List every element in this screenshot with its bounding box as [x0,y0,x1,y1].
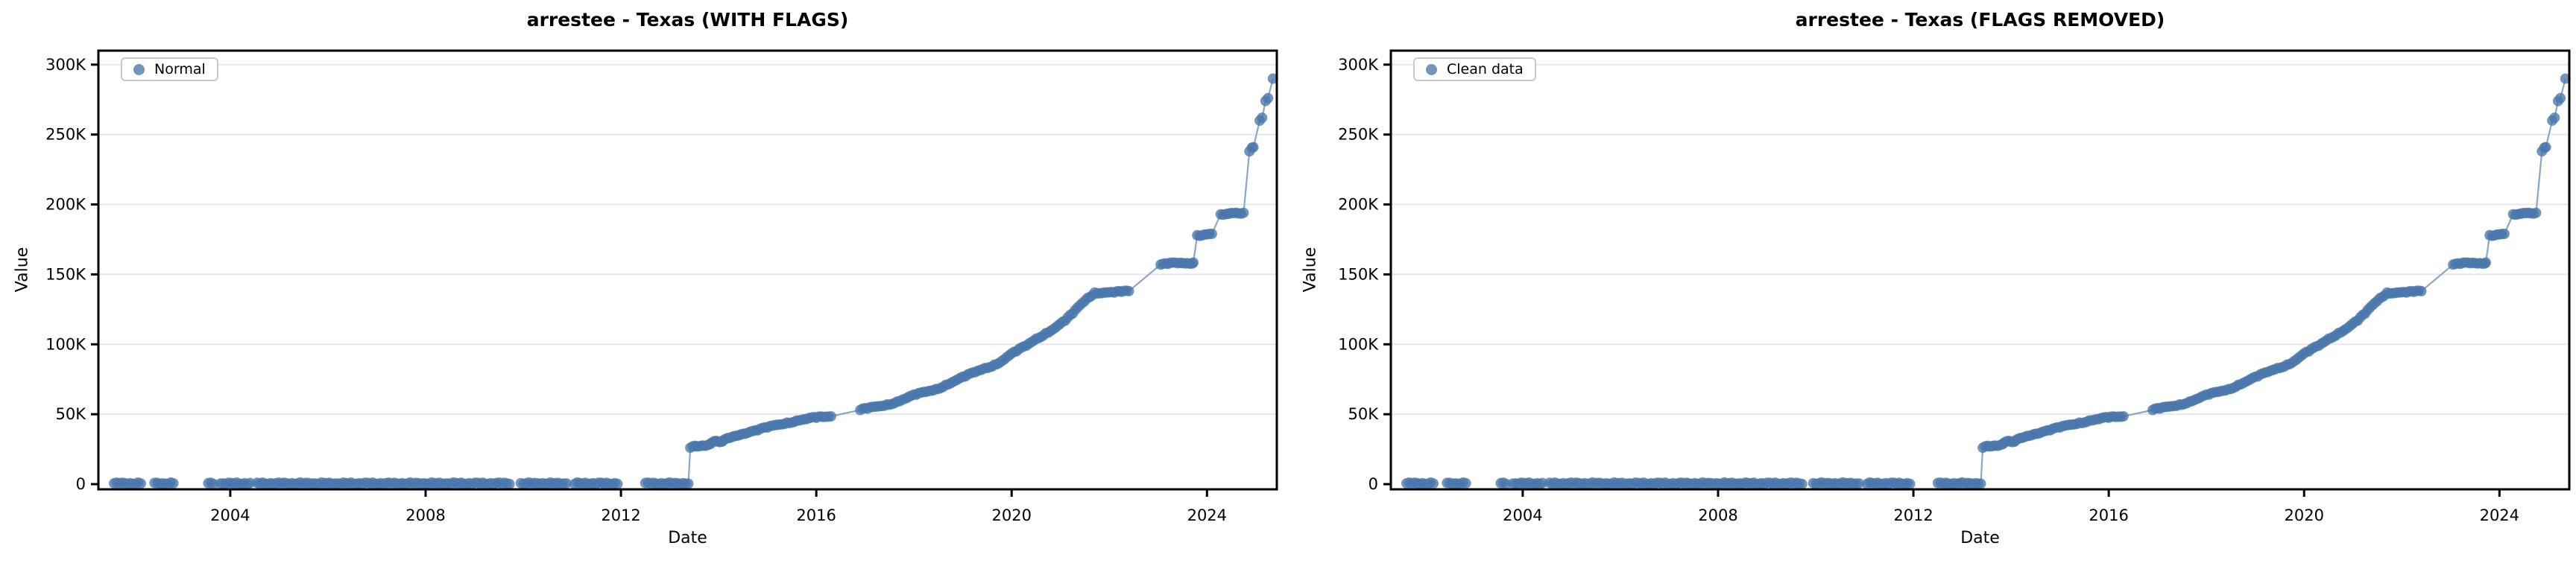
legend-label: Normal [154,61,206,77]
legend: Clean data [1413,57,1536,81]
y-axis-label: Value [13,247,32,293]
svg-text:150K: 150K [45,265,86,283]
svg-text:50K: 50K [56,405,87,423]
plot-area: 0 50K 100K 150K 200K 250K 300K 2004 2008 2012 2016… [45,49,1278,524]
svg-text:250K: 250K [1338,126,1379,144]
svg-text:2012: 2012 [1893,506,1933,524]
legend-marker-icon [133,63,145,75]
svg-text:0: 0 [1368,475,1378,493]
svg-text:100K: 100K [1338,335,1379,353]
svg-text:2024: 2024 [1187,506,1227,524]
svg-text:2008: 2008 [1698,506,1737,524]
svg-text:2020: 2020 [2284,506,2323,524]
svg-text:200K: 200K [1338,196,1379,214]
svg-text:2020: 2020 [991,506,1031,524]
legend-label: Clean data [1447,61,1524,77]
svg-text:150K: 150K [1338,265,1379,283]
legend-marker-icon [1426,63,1437,75]
chart-flags-removed: 0 50K 100K 150K 200K 250K 300K 2004 2008 2012 2016… [1288,0,2576,572]
chart-title: arrestee - Texas (WITH FLAGS) [526,9,849,31]
svg-text:2024: 2024 [2480,506,2519,524]
svg-text:300K: 300K [1338,56,1379,74]
legend: Normal [121,57,218,81]
x-axis-label: Date [1960,529,2000,547]
svg-text:250K: 250K [45,126,86,144]
svg-text:300K: 300K [45,56,86,74]
chart-title: arrestee - Texas (FLAGS REMOVED) [1795,9,2165,31]
y-axis-label: Value [1301,247,1320,293]
svg-text:2008: 2008 [405,506,445,524]
svg-text:0: 0 [76,475,86,493]
svg-text:2016: 2016 [796,506,836,524]
svg-text:200K: 200K [45,196,86,214]
x-axis-label: Date [668,529,707,547]
svg-text:2012: 2012 [601,506,640,524]
svg-text:2004: 2004 [210,506,250,524]
svg-text:50K: 50K [1348,405,1380,423]
svg-text:2016: 2016 [2089,506,2128,524]
svg-text:100K: 100K [45,335,86,353]
plot-area: 0 50K 100K 150K 200K 250K 300K 2004 2008 2012 2016… [1338,49,2571,524]
svg-text:2004: 2004 [1503,506,1542,524]
chart-with-flags: 0 50K 100K 150K 200K 250K 300K 2004 2008 2012 2016… [13,9,1278,547]
